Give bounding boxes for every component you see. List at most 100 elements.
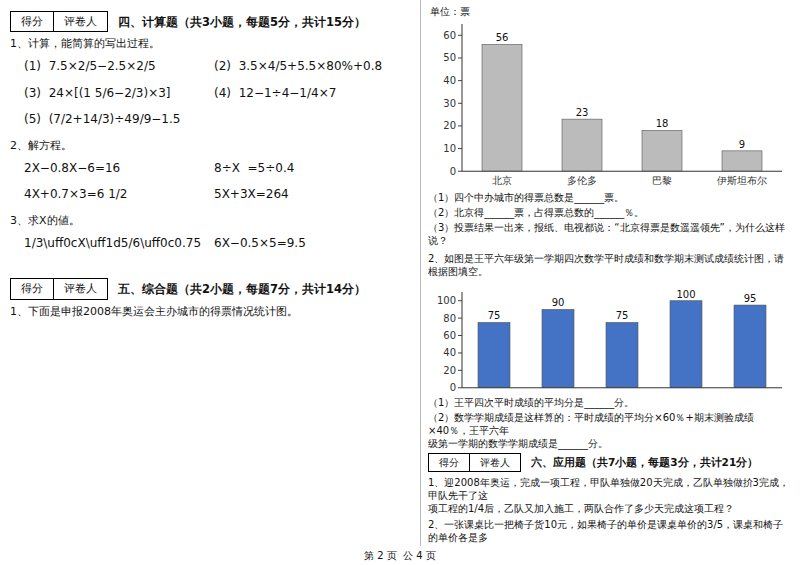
y-tick [458,370,462,371]
math-expression: (4) 12−1÷4−1/4×7 [214,85,404,102]
bar-chart: 0 10 20 30 40 50 60 56 23 18 9 北京 多伦多 巴黎 伊斯坦布尔 单位：票 [428,4,792,189]
math-expression: 5X+3X=264 [214,186,404,203]
y-tick-label: 20 [443,120,456,131]
left-column: 得分评卷人四、计算题（共3小题，每题5分，共计15分） 1、计算，能简算的写出过程… [10,8,410,319]
bar-chart: 02040608010075907510095 [428,278,792,394]
section-title: 五、综合题（共2小题，每题7分，共计14分） [118,281,366,297]
instruction-text: 1、计算，能简算的写出过程。 [10,36,410,51]
section-title: 六、应用题（共7小题，每题3分，共计21分） [531,456,758,470]
x-tick-label: 伊斯坦布尔 [717,175,767,186]
y-tick [458,80,462,81]
data-label: 23 [576,107,589,118]
y-tick [458,125,462,126]
bars [482,44,762,171]
y-axis [462,292,463,388]
bar [478,323,510,388]
data-label: 75 [488,311,501,322]
y-tick-label: 100 [437,295,456,306]
y-axis [462,24,463,171]
data-label: 75 [616,311,629,322]
data-label: 56 [496,32,509,43]
data-label: 95 [744,293,757,304]
math-row: (1) 7.5×2/5−2.5×2/5(2) 3.5×4/5+5.5×80%+0… [24,58,410,75]
spacer [10,261,410,275]
y-tick-label: 40 [443,75,456,86]
y-tick [458,353,462,354]
y-tick [458,300,462,301]
data-label: 100 [676,289,695,300]
instruction-text: 2、解方程。 [10,138,410,153]
question-text: （1）王平四次平时成绩的平均分是______分。 [428,396,792,409]
score-box: 得分评卷人 [10,278,108,299]
math-expression: (5) (7/2+14/3)÷49/9−1.5 [24,111,214,128]
bar [734,305,766,388]
data-label: 9 [739,139,745,150]
section-header: 得分评卷人四、计算题（共3小题，每题5分，共计15分） [10,11,410,32]
x-tick-label: 北京 [492,175,512,186]
x-tick-label: 多伦多 [567,175,597,186]
y-tick [458,148,462,149]
math-row: (5) (7/2+14/3)÷49/9−1.5 [24,111,410,128]
x-axis [462,388,782,389]
question-text: 1、迎2008年奥运，完成一项工程，甲队单独做20天完成，乙队单独做扴3完成，甲… [428,476,792,502]
y-tick-label: 80 [443,313,456,324]
data-label: 18 [656,118,669,129]
y-tick-label: 60 [443,330,456,341]
section-header: 得分评卷人五、综合题（共2小题，每题7分，共计14分） [10,278,410,299]
math-expression: 6X−0.5×5=9.5 [214,235,404,252]
question-text: （2）数学学期成绩是这样算的：平时成绩的平均分×60％+期末测验成绩×40％，王… [428,411,792,437]
score-box: 得分评卷人 [10,11,108,32]
y-tick-label: 0 [450,166,456,177]
y-tick-label: 10 [443,143,456,154]
question-text: 项工程的1/4后，乙队又加入施工，两队合作了多少天完成这项工程？ [428,502,792,515]
bar [642,130,682,171]
bar [482,44,522,171]
instruction-text: 3、求X的値。 [10,213,410,228]
score-label: 得分 [11,279,53,298]
math-row: 1/3\uff0cX\uff1d5/6\uff0c0.756X−0.5×5=9.… [24,235,410,252]
y-tick-label: 50 [443,52,456,63]
y-tick [458,318,462,319]
grader-label: 评卷人 [53,279,107,298]
chart-container: 0 10 20 30 40 50 60 56 23 18 9 北京 多伦多 巴黎 伊斯坦布尔 单位：票 [428,4,792,189]
bar [722,151,762,171]
math-expression: (3) 24×[(1 5/6−2/3)×3] [24,85,214,102]
bar [670,301,702,388]
math-row: (3) 24×[(1 5/6−2/3)×3](4) 12−1÷4−1/4×7 [24,85,410,102]
y-tick [458,388,462,389]
math-expression: 8÷X =5÷0.4 [214,160,404,177]
bars [478,301,766,388]
grader-label: 评卷人 [469,454,520,471]
math-expression: 4X+0.7×3=6 1/2 [24,186,214,203]
instruction-text: 1、下面是申报2008年奥运会主办城市的得票情况统计图。 [10,304,410,319]
math-expression: 1/3\uff0cX\uff1d5/6\uff0c0.75 [24,235,214,252]
divider [420,0,421,546]
score-box: 得分评卷人 [428,453,521,472]
y-tick-label: 60 [443,30,456,41]
grader-label: 评卷人 [53,12,107,31]
y-tick-label: 30 [443,98,456,109]
question-text: 2、一张课桌比一把椅子货10元，如果椅子的单价是课桌单价的3/5，课桌和椅子的单… [428,518,792,544]
bar [542,310,574,388]
x-tick-label: 巴黎 [652,175,672,186]
math-expression: (1) 7.5×2/5−2.5×2/5 [24,58,214,75]
y-tick-label: 40 [443,348,456,359]
math-row: 2X−0.8X−6=168÷X =5÷0.4 [24,160,410,177]
y-axis-label: 单位：票 [430,6,470,17]
footer: 第 2 页 公 4 页 [0,549,800,563]
y-tick-label: 20 [443,365,456,376]
y-tick [458,103,462,104]
math-expression: (2) 3.5×4/5+5.5×80%+0.8 [214,58,404,75]
y-tick [458,35,462,36]
question-text: 级第一学期的数学学期成绩是______分。 [428,437,792,450]
question-text: （1）四个中办城市的得票总数是______票。 [428,191,792,204]
question-text: （2）北京得______票，占得票总数的______％。 [428,206,792,219]
score-label: 得分 [11,12,53,31]
score-label: 得分 [429,454,469,471]
data-label: 90 [552,298,565,309]
question-text: （3）投票结果一出来，报纸、电视都说：“北京得票是数遥遥领先”，为什么这样说？ [428,221,792,247]
x-axis [462,171,782,172]
bar [606,323,638,388]
y-tick [458,57,462,58]
math-expression: 2X−0.8X−6=16 [24,160,214,177]
